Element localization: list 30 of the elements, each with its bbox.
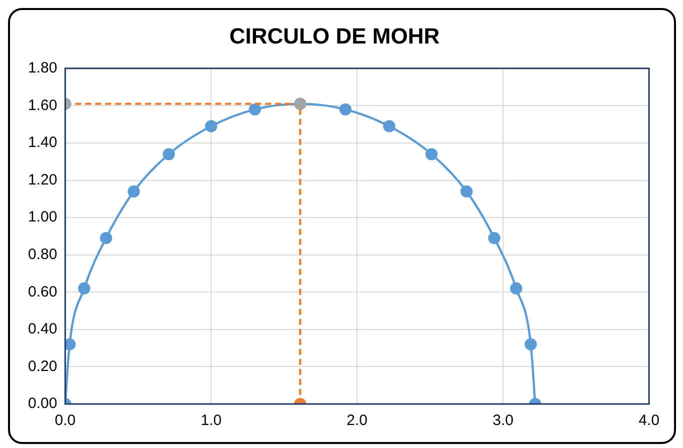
y-tick-label: 1.40 (28, 134, 58, 152)
point (100, 232, 112, 244)
point (488, 232, 500, 244)
point (162, 148, 175, 160)
x-tick-label: 2.0 (346, 412, 368, 430)
y-tick-label: 1.20 (28, 171, 58, 188)
x-tick-label: 1.0 (200, 412, 222, 430)
point (78, 282, 90, 295)
y-tick-label: 0.80 (28, 246, 58, 263)
y-tick-label: 0.60 (28, 283, 58, 300)
y-tick-label: 0.40 (28, 320, 58, 338)
point (339, 103, 352, 116)
x-tick-label: 0.0 (54, 412, 76, 430)
point (425, 148, 438, 160)
y-tick-label: 0.00 (28, 395, 58, 412)
y-tick-label: 1.80 (28, 60, 58, 77)
point (524, 338, 537, 350)
point (128, 185, 140, 198)
chart-title: CIRCULO DE MOHR (229, 23, 440, 48)
point (65, 338, 76, 350)
point (460, 185, 473, 198)
point (510, 282, 522, 295)
point (205, 120, 218, 132)
x-tick-label: 3.0 (492, 412, 514, 430)
y-tick-label: 1.60 (28, 96, 58, 114)
x-tick-label: 4.0 (638, 412, 660, 430)
y-tick-label: 1.00 (28, 208, 58, 226)
point (383, 120, 396, 132)
point (248, 103, 262, 116)
y-tick-label: 0.20 (28, 358, 58, 375)
